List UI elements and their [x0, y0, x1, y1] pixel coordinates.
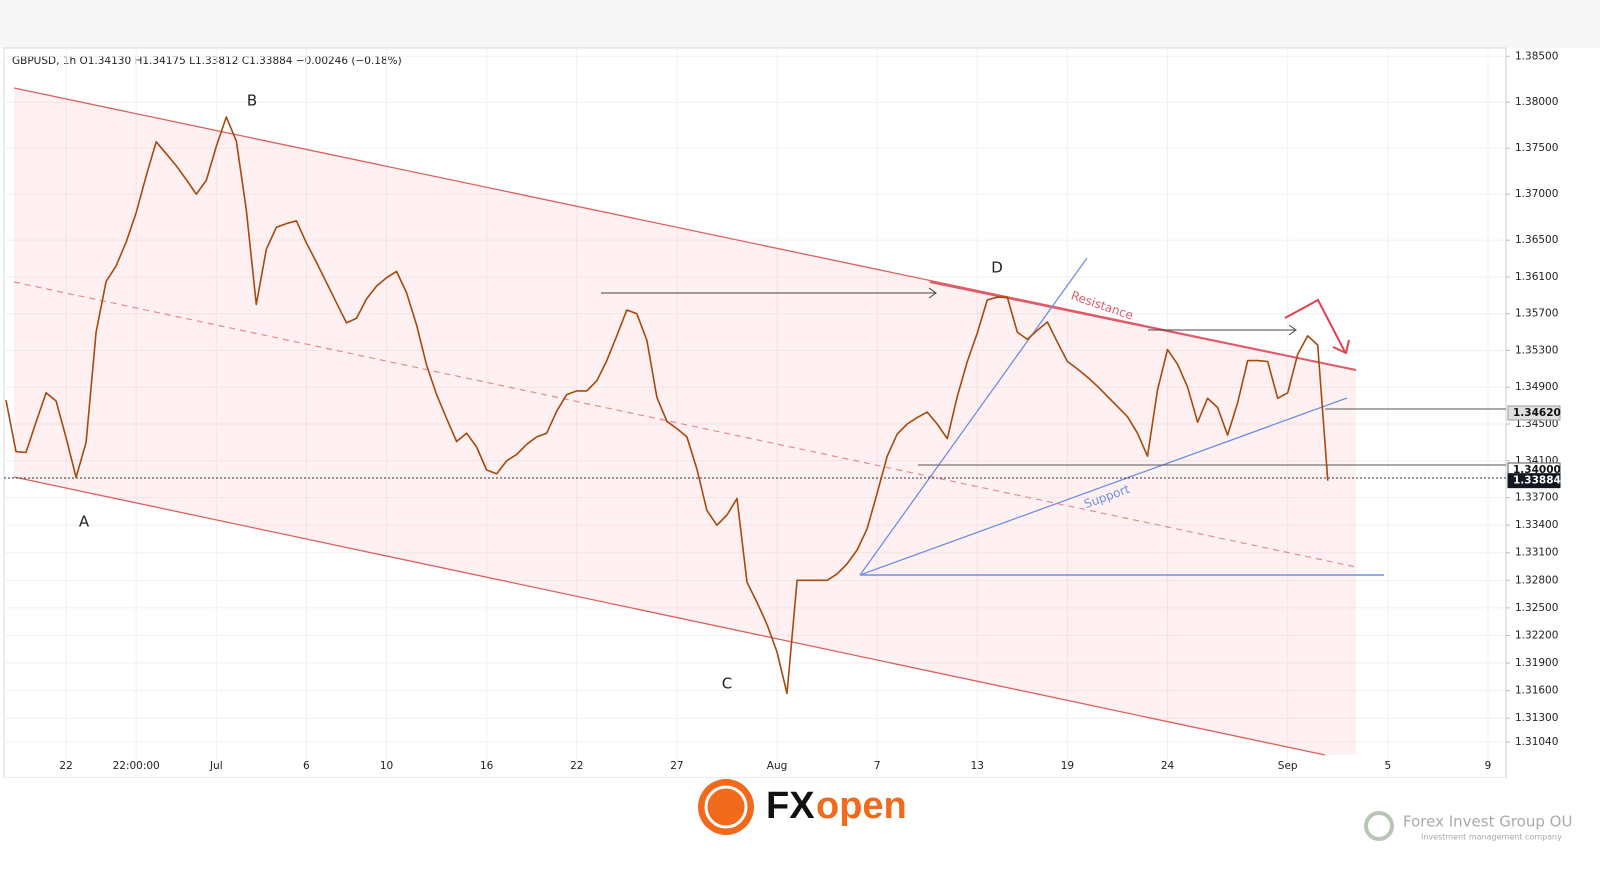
y-tick-label: 1.31900: [1515, 657, 1558, 669]
x-tick-label: 24: [1161, 760, 1175, 772]
x-tick-label: 19: [1061, 760, 1074, 772]
x-tick-label: 13: [971, 760, 984, 772]
y-tick-label: 1.34500: [1515, 418, 1558, 430]
y-tick-label: 1.34900: [1515, 381, 1558, 393]
arrow-head: [1288, 324, 1297, 336]
x-tick-label: 22: [570, 760, 583, 772]
y-tick-label: 1.31300: [1515, 712, 1558, 724]
x-tick-label: 5: [1384, 760, 1391, 772]
logo-fx: FX: [766, 785, 815, 827]
grid: [4, 48, 1506, 778]
y-tick-label: 1.33700: [1515, 492, 1558, 504]
y-tick-label: 1.37000: [1515, 188, 1558, 200]
x-tick-label: Sep: [1278, 760, 1298, 772]
projection-arrow: [1284, 298, 1346, 353]
plot-frame: [3, 47, 1507, 779]
y-tick-label: 1.35300: [1515, 344, 1558, 356]
price-line: [5, 116, 1329, 695]
x-tick-label: 22: [59, 760, 72, 772]
price-label-box: [1507, 473, 1561, 489]
projection-arrow-head: [1332, 339, 1350, 355]
drawings: [4, 87, 1506, 756]
x-tick-label: 6: [303, 760, 310, 772]
y-tick-label: 1.31040: [1515, 736, 1558, 748]
footer-band: [0, 778, 1600, 879]
annotation: C: [722, 675, 732, 693]
x-tick-label: 16: [480, 760, 494, 772]
x-tick-label: 7: [874, 760, 881, 772]
y-tick-label: 1.36100: [1515, 271, 1558, 283]
channel-mid: [13, 281, 1357, 568]
y-tick-label: 1.35700: [1515, 308, 1558, 320]
x-tick-label: Aug: [767, 760, 788, 772]
company-tagline: Investment management company: [1421, 833, 1562, 842]
arrow-head: [928, 287, 937, 299]
y-tick-label: 1.36500: [1515, 234, 1558, 246]
channel-lower: [13, 476, 1326, 756]
y-tick-label: 1.32200: [1515, 629, 1558, 641]
y-tick-label: 1.32800: [1515, 574, 1558, 586]
fx-logo: FX open: [698, 779, 907, 835]
y-tick-label: 1.38500: [1515, 50, 1558, 62]
x-tick-label: Jul: [209, 760, 223, 772]
y-tick-label: 1.33100: [1515, 547, 1558, 559]
company-logo: [1364, 811, 1394, 841]
price-label: 1.34620: [1513, 407, 1561, 419]
price-label: 1.33884: [1513, 475, 1561, 487]
price-label-box: [1507, 405, 1561, 421]
y-tick-label: 1.32500: [1515, 602, 1558, 614]
y-tick-label: 1.38000: [1515, 96, 1558, 108]
x-tick-label: 27: [670, 760, 683, 772]
y-tick-label: 1.33400: [1515, 519, 1558, 531]
x-tick-label: 10: [380, 760, 393, 772]
logo-open: open: [816, 785, 907, 827]
channel-fill: [14, 88, 1356, 755]
annotation: B: [247, 92, 257, 110]
top-band: [0, 0, 1600, 48]
logo-ring: [704, 785, 748, 829]
price-label: 1.34000: [1513, 464, 1561, 476]
company-name: Forex Invest Group OU: [1403, 813, 1572, 831]
trend-line: [859, 257, 1088, 576]
y-tick-label: 1.31600: [1515, 685, 1558, 697]
chart-title: GBPUSD, 1h O1.34130 H1.34175 L1.33812 C1…: [12, 55, 402, 67]
annotation: A: [79, 513, 90, 531]
y-tick-label: 1.37500: [1515, 142, 1558, 154]
support-line: [859, 397, 1348, 576]
x-tick-label: 9: [1485, 760, 1492, 772]
x-tick-label: 22:00:00: [113, 760, 160, 772]
annotation: D: [991, 259, 1003, 277]
